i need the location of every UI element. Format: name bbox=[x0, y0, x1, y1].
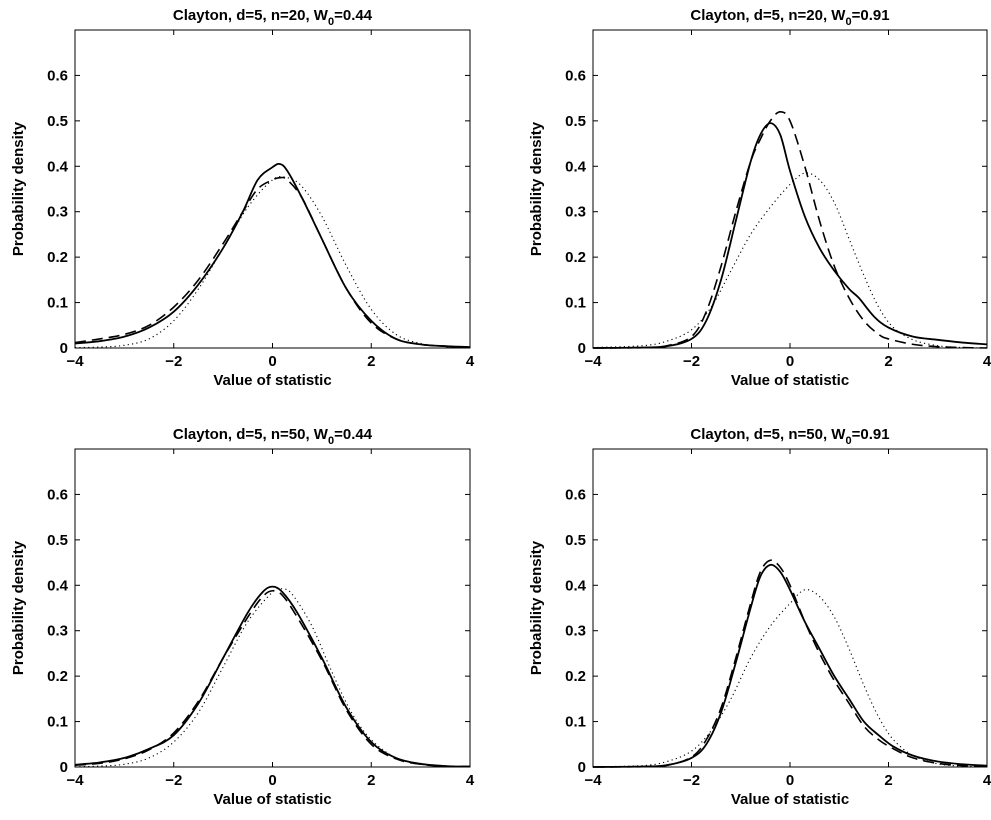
chart-4-ytick-label: 0.5 bbox=[565, 532, 586, 549]
chart-2-ytick-label: 0.5 bbox=[565, 113, 586, 130]
chart-2-xtick-label: 0 bbox=[786, 353, 794, 370]
chart-3-ytick-label: 0.5 bbox=[47, 532, 68, 549]
chart-3-title: Clayton, d=5, n=50, W0=0.44 bbox=[173, 426, 373, 447]
chart-2-ytick-label: 0.3 bbox=[565, 204, 586, 221]
chart-4-ytick-label: 0.6 bbox=[565, 486, 586, 503]
chart-3-xtick-label: −4 bbox=[66, 772, 84, 789]
chart-2-xtick-label: 2 bbox=[884, 353, 892, 370]
chart-3: Clayton, d=5, n=50, W0=0.44 −4 −2 0 2 4 0 0.1 0.… bbox=[10, 426, 475, 808]
chart-4-xtick-label: −4 bbox=[584, 772, 602, 789]
chart-2-ytick-label: 0.6 bbox=[565, 67, 586, 84]
chart-4-ytick-label: 0 bbox=[578, 759, 586, 776]
chart-3-xtick-label: 2 bbox=[367, 772, 375, 789]
chart-3-series-dotted-line bbox=[74, 587, 471, 768]
chart-2-plot-frame bbox=[592, 29, 988, 349]
chart-2-ytick-label: 0.2 bbox=[565, 249, 586, 266]
chart-1-plot-frame bbox=[74, 29, 471, 349]
chart-2-ytick-label: 0.4 bbox=[565, 158, 587, 175]
chart-1-ytick-label: 0.1 bbox=[47, 295, 68, 312]
chart-1-ytick-label: 0.4 bbox=[47, 158, 69, 175]
chart-4-series-solid-line bbox=[592, 563, 988, 768]
chart-1-xtick-label: 0 bbox=[268, 353, 276, 370]
chart-1-ytick-label: 0.2 bbox=[47, 249, 68, 266]
chart-1-ytick-label: 0.3 bbox=[47, 204, 68, 221]
chart-4-plot-frame bbox=[592, 448, 988, 768]
chart-1-series-dashed-line bbox=[74, 176, 471, 348]
chart-4-xtick-label: 0 bbox=[786, 772, 794, 789]
chart-4-ytick-label: 0.3 bbox=[565, 623, 586, 640]
chart-4: Clayton, d=5, n=50, W0=0.91 −4 −2 0 2 4 0 0.1 0.… bbox=[528, 426, 991, 808]
chart-1-ytick-label: 0.5 bbox=[47, 113, 68, 130]
chart-4-xtick-label: −2 bbox=[683, 772, 700, 789]
chart-2-ytick-label: 0.1 bbox=[565, 295, 586, 312]
chart-1-xtick-label: 2 bbox=[367, 353, 375, 370]
chart-3-series-dashed-line bbox=[74, 589, 471, 768]
chart-3-xtick-label: −2 bbox=[165, 772, 182, 789]
chart-3-ytick-label: 0 bbox=[60, 759, 68, 776]
chart-4-xlabel: Value of statistic bbox=[731, 791, 849, 808]
chart-1-title: Clayton, d=5, n=20, W0=0.44 bbox=[173, 7, 373, 28]
chart-1-xtick-label: −4 bbox=[66, 353, 84, 370]
chart-3-ytick-label: 0.3 bbox=[47, 623, 68, 640]
chart-2-xtick-label: −4 bbox=[584, 353, 602, 370]
chart-3-xlabel: Value of statistic bbox=[213, 791, 331, 808]
chart-3-xtick-label: 4 bbox=[466, 772, 475, 789]
chart-3-ytick-label: 0.6 bbox=[47, 486, 68, 503]
chart-2-series-solid-line bbox=[592, 122, 988, 349]
chart-2-xlabel: Value of statistic bbox=[731, 372, 849, 389]
chart-2-title: Clayton, d=5, n=20, W0=0.91 bbox=[690, 7, 889, 28]
chart-1-ylabel: Probability density bbox=[10, 121, 27, 256]
chart-2-series-dashed-line bbox=[592, 110, 988, 349]
chart-4-series-dashed-line bbox=[592, 559, 988, 768]
chart-1-series-solid-line bbox=[74, 162, 471, 348]
chart-1-xtick-label: −2 bbox=[165, 353, 182, 370]
chart-3-plot-frame bbox=[74, 448, 471, 768]
chart-4-ytick-label: 0.4 bbox=[565, 577, 587, 594]
chart-1-xlabel: Value of statistic bbox=[213, 372, 331, 389]
chart-1: Clayton, d=5, n=20, W0=0.44 −4 −2 0 2 4 0 0.1 0.… bbox=[10, 7, 475, 389]
chart-4-series-dotted-line bbox=[592, 589, 988, 768]
chart-1-series-dotted-line bbox=[74, 175, 471, 349]
chart-1-ytick-label: 0.6 bbox=[47, 67, 68, 84]
chart-4-title: Clayton, d=5, n=50, W0=0.91 bbox=[690, 426, 889, 447]
chart-2-xtick-label: 4 bbox=[983, 353, 991, 370]
chart-3-ytick-label: 0.1 bbox=[47, 714, 68, 731]
chart-1-ytick-label: 0 bbox=[60, 340, 68, 357]
chart-1-xtick-label: 4 bbox=[466, 353, 475, 370]
chart-4-xtick-label: 4 bbox=[983, 772, 991, 789]
chart-3-series-solid-line bbox=[74, 585, 471, 768]
chart-2-series-dotted-line bbox=[592, 172, 988, 349]
chart-3-xtick-label: 0 bbox=[268, 772, 276, 789]
chart-4-xtick-label: 2 bbox=[884, 772, 892, 789]
chart-2-ytick-label: 0 bbox=[578, 340, 586, 357]
chart-3-ytick-label: 0.4 bbox=[47, 577, 69, 594]
chart-4-ytick-label: 0.2 bbox=[565, 668, 586, 685]
chart-4-ytick-label: 0.1 bbox=[565, 714, 586, 731]
chart-2: Clayton, d=5, n=20, W0=0.91 −4 −2 0 2 4 0 0.1 0.… bbox=[528, 7, 991, 389]
chart-4-ylabel: Probability density bbox=[528, 540, 545, 675]
chart-2-ylabel: Probability density bbox=[528, 121, 545, 256]
chart-3-ylabel: Probability density bbox=[10, 540, 27, 675]
chart-3-ytick-label: 0.2 bbox=[47, 668, 68, 685]
chart-2-xtick-label: −2 bbox=[683, 353, 700, 370]
